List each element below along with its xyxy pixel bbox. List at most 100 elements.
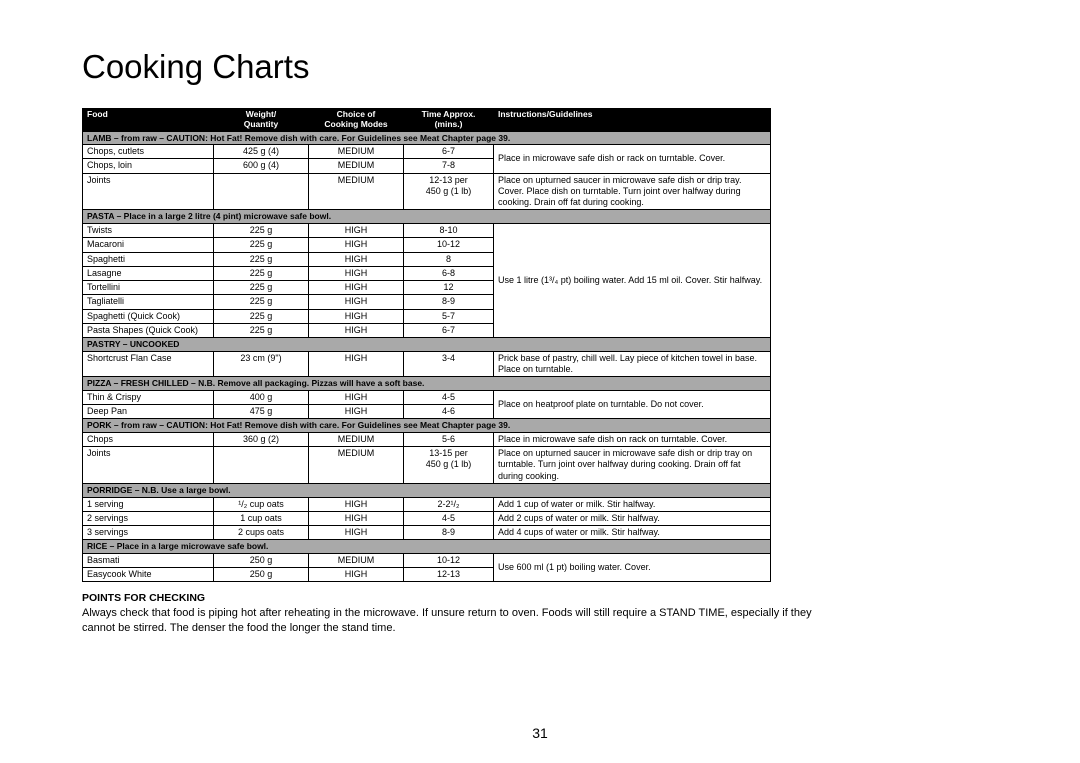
table-cell: Add 1 cup of water or milk. Stir halfway… — [494, 497, 771, 511]
table-cell: Easycook White — [83, 568, 214, 582]
table-cell: MEDIUM — [309, 432, 404, 446]
table-cell: HIGH — [309, 238, 404, 252]
table-cell: 8-9 — [404, 295, 494, 309]
table-cell: HIGH — [309, 511, 404, 525]
section-heading: PIZZA – FRESH CHILLED – N.B. Remove all … — [83, 377, 771, 391]
table-cell: Prick base of pastry, chill well. Lay pi… — [494, 351, 771, 377]
table-cell: Use 600 ml (1 pt) boiling water. Cover. — [494, 553, 771, 582]
table-cell: 4-5 — [404, 511, 494, 525]
points-body: Always check that food is piping hot aft… — [82, 606, 826, 636]
table-cell: 2 servings — [83, 511, 214, 525]
col-weight: Weight/ Quantity — [214, 109, 309, 132]
table-cell: ¹/₂ cup oats — [214, 497, 309, 511]
table-cell: MEDIUM — [309, 173, 404, 210]
table-cell: Place in microwave safe dish on rack on … — [494, 432, 771, 446]
table-cell: 5-7 — [404, 309, 494, 323]
table-row: Basmati250 gMEDIUM10-12Use 600 ml (1 pt)… — [83, 553, 771, 567]
table-cell: 1 cup oats — [214, 511, 309, 525]
table-cell: Joints — [83, 173, 214, 210]
table-cell: 23 cm (9") — [214, 351, 309, 377]
section-heading: PASTA – Place in a large 2 litre (4 pint… — [83, 210, 771, 224]
table-cell: Thin & Crispy — [83, 390, 214, 404]
table-body: LAMB – from raw – CAUTION: Hot Fat! Remo… — [83, 131, 771, 582]
table-row: Joints MEDIUM12-13 per 450 g (1 lb)Place … — [83, 173, 771, 210]
table-cell: 225 g — [214, 238, 309, 252]
table-cell: HIGH — [309, 309, 404, 323]
col-instr: Instructions/Guidelines — [494, 109, 771, 132]
table-cell: 8-10 — [404, 224, 494, 238]
table-cell: 225 g — [214, 281, 309, 295]
section-heading-row: PASTA – Place in a large 2 litre (4 pint… — [83, 210, 771, 224]
table-cell: 475 g — [214, 405, 309, 419]
table-cell: 225 g — [214, 295, 309, 309]
table-cell: HIGH — [309, 252, 404, 266]
table-cell: Pasta Shapes (Quick Cook) — [83, 323, 214, 337]
table-cell: 3 servings — [83, 526, 214, 540]
table-cell: Tagliatelli — [83, 295, 214, 309]
section-heading: PORRIDGE – N.B. Use a large bowl. — [83, 483, 771, 497]
table-cell: MEDIUM — [309, 447, 404, 484]
table-cell: 8-9 — [404, 526, 494, 540]
section-heading: PORK – from raw – CAUTION: Hot Fat! Remo… — [83, 419, 771, 433]
table-cell: Place on upturned saucer in microwave sa… — [494, 447, 771, 484]
table-cell: Spaghetti — [83, 252, 214, 266]
table-cell: Chops, cutlets — [83, 145, 214, 159]
table-cell: 6-7 — [404, 145, 494, 159]
table-cell: 6-7 — [404, 323, 494, 337]
points-heading: POINTS FOR CHECKING — [82, 592, 998, 604]
table-cell: Place in microwave safe dish or rack on … — [494, 145, 771, 174]
table-cell: 225 g — [214, 252, 309, 266]
table-cell: Macaroni — [83, 238, 214, 252]
table-cell: 8 — [404, 252, 494, 266]
table-cell: 225 g — [214, 266, 309, 280]
table-cell: HIGH — [309, 405, 404, 419]
table-cell: 10-12 — [404, 238, 494, 252]
table-cell: 13-15 per 450 g (1 lb) — [404, 447, 494, 484]
table-cell: 12-13 per 450 g (1 lb) — [404, 173, 494, 210]
table-cell — [214, 173, 309, 210]
table-cell: HIGH — [309, 266, 404, 280]
table-row: 3 servings2 cups oatsHIGH8-9Add 4 cups o… — [83, 526, 771, 540]
table-cell: Shortcrust Flan Case — [83, 351, 214, 377]
table-cell: 2 cups oats — [214, 526, 309, 540]
section-heading-row: PIZZA – FRESH CHILLED – N.B. Remove all … — [83, 377, 771, 391]
table-row: Shortcrust Flan Case23 cm (9")HIGH3-4Pri… — [83, 351, 771, 377]
table-cell: Lasagne — [83, 266, 214, 280]
table-cell: Chops — [83, 432, 214, 446]
col-food: Food — [83, 109, 214, 132]
table-cell: 3-4 — [404, 351, 494, 377]
table-cell: Place on heatproof plate on turntable. D… — [494, 390, 771, 419]
table-row: 2 servings1 cup oatsHIGH4-5Add 2 cups of… — [83, 511, 771, 525]
section-heading-row: RICE – Place in a large microwave safe b… — [83, 540, 771, 554]
table-cell: 10-12 — [404, 553, 494, 567]
table-cell: 12 — [404, 281, 494, 295]
section-heading-row: PORRIDGE – N.B. Use a large bowl. — [83, 483, 771, 497]
section-heading-row: LAMB – from raw – CAUTION: Hot Fat! Remo… — [83, 131, 771, 145]
col-time: Time Approx. (mins.) — [404, 109, 494, 132]
col-mode: Choice of Cooking Modes — [309, 109, 404, 132]
section-heading: LAMB – from raw – CAUTION: Hot Fat! Remo… — [83, 131, 771, 145]
table-cell: Spaghetti (Quick Cook) — [83, 309, 214, 323]
table-cell: HIGH — [309, 323, 404, 337]
table-cell: HIGH — [309, 281, 404, 295]
table-cell: 250 g — [214, 553, 309, 567]
table-cell: 360 g (2) — [214, 432, 309, 446]
table-cell: 5-6 — [404, 432, 494, 446]
table-cell: Place on upturned saucer in microwave sa… — [494, 173, 771, 210]
table-cell: MEDIUM — [309, 145, 404, 159]
table-cell: 225 g — [214, 323, 309, 337]
table-cell: 12-13 — [404, 568, 494, 582]
table-cell: 4-6 — [404, 405, 494, 419]
table-cell: HIGH — [309, 526, 404, 540]
table-cell: Joints — [83, 447, 214, 484]
table-cell: 2-2¹/₂ — [404, 497, 494, 511]
table-cell: 225 g — [214, 224, 309, 238]
page: Cooking Charts Food Weight/ Quantity Cho… — [0, 0, 1080, 636]
table-header: Food Weight/ Quantity Choice of Cooking … — [83, 109, 771, 132]
table-cell: Tortellini — [83, 281, 214, 295]
table-cell: Basmati — [83, 553, 214, 567]
table-cell: 600 g (4) — [214, 159, 309, 173]
table-cell: HIGH — [309, 497, 404, 511]
table-cell: Twists — [83, 224, 214, 238]
table-cell: 425 g (4) — [214, 145, 309, 159]
